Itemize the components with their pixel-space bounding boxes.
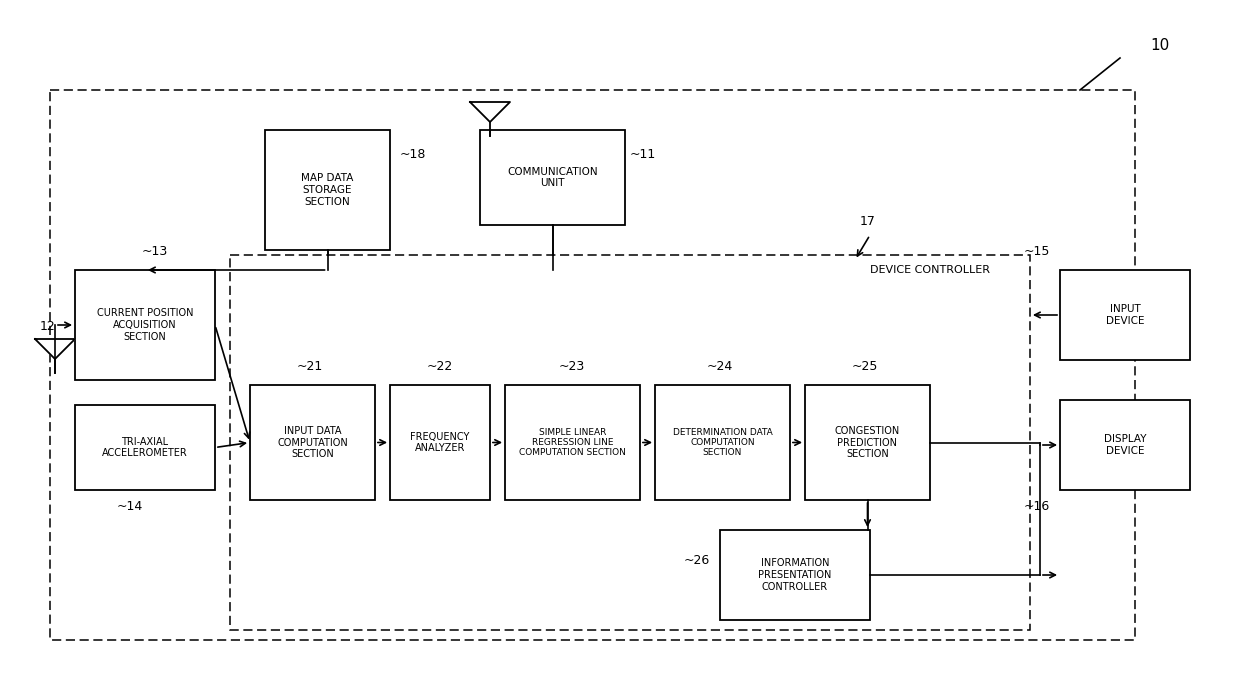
Text: FREQUENCY
ANALYZER: FREQUENCY ANALYZER [410, 431, 470, 454]
Text: ~14: ~14 [117, 500, 143, 513]
Bar [1060, 400, 1190, 490]
Text: INPUT DATA
COMPUTATION
SECTION: INPUT DATA COMPUTATION SECTION [277, 426, 348, 459]
Text: ~23: ~23 [559, 360, 585, 373]
Bar [805, 385, 930, 500]
Text: SIMPLE LINEAR
REGRESSION LINE
COMPUTATION SECTION: SIMPLE LINEAR REGRESSION LINE COMPUTATIO… [520, 427, 626, 458]
Bar [655, 385, 790, 500]
Polygon shape [35, 339, 74, 359]
Text: ~11: ~11 [630, 148, 656, 161]
Bar [74, 405, 215, 490]
Text: 17: 17 [861, 215, 875, 228]
Bar [505, 385, 640, 500]
Bar [720, 530, 870, 620]
Text: CURRENT POSITION
ACQUISITION
SECTION: CURRENT POSITION ACQUISITION SECTION [97, 308, 193, 342]
Text: INFORMATION
PRESENTATION
CONTROLLER: INFORMATION PRESENTATION CONTROLLER [759, 559, 832, 592]
Text: MAP DATA
STORAGE
SECTION: MAP DATA STORAGE SECTION [301, 174, 353, 207]
Text: COMMUNICATION
UNIT: COMMUNICATION UNIT [507, 167, 598, 188]
Text: ~25: ~25 [852, 360, 878, 373]
Text: 12: 12 [40, 320, 56, 333]
Text: DISPLAY
DEVICE: DISPLAY DEVICE [1104, 434, 1146, 456]
Bar [250, 385, 374, 500]
Bar [265, 130, 391, 250]
Text: TRI-AXIAL
ACCELEROMETER: TRI-AXIAL ACCELEROMETER [102, 437, 188, 458]
Text: CONGESTION
PREDICTION
SECTION: CONGESTION PREDICTION SECTION [835, 426, 900, 459]
Text: INPUT
DEVICE: INPUT DEVICE [1106, 304, 1145, 326]
Text: ~22: ~22 [427, 360, 453, 373]
Text: ~15: ~15 [1024, 245, 1050, 258]
Text: ~24: ~24 [707, 360, 733, 373]
Bar [391, 385, 490, 500]
Text: 10: 10 [1149, 38, 1169, 53]
Text: DETERMINATION DATA
COMPUTATION
SECTION: DETERMINATION DATA COMPUTATION SECTION [672, 427, 773, 458]
Text: ~16: ~16 [1024, 500, 1050, 513]
Text: ~26: ~26 [683, 553, 711, 567]
Polygon shape [470, 102, 510, 122]
Bar [74, 270, 215, 380]
Text: ~18: ~18 [401, 148, 427, 161]
Bar [1060, 270, 1190, 360]
Text: ~21: ~21 [296, 360, 324, 373]
Text: DEVICE CONTROLLER: DEVICE CONTROLLER [870, 265, 990, 275]
Text: ~13: ~13 [141, 245, 169, 258]
Bar [480, 130, 625, 225]
